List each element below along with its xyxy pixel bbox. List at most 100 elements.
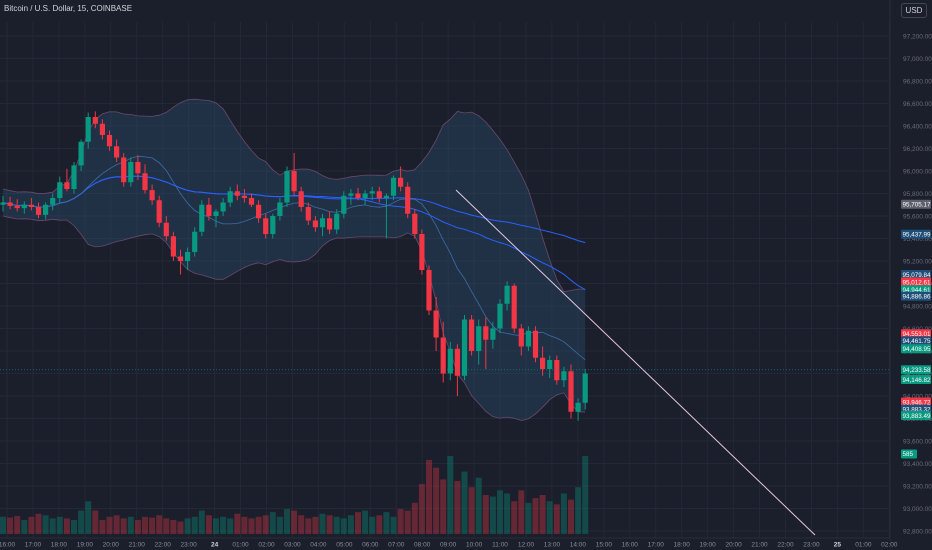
candle-body [78,141,84,166]
candle-body [390,177,397,196]
moving-average-fast [2,155,586,361]
volume-bar [440,479,447,534]
candle-body [234,191,240,196]
y-tick-label: 96,600.00 [903,101,932,108]
bollinger-band [3,99,586,421]
volume-bar [582,456,589,534]
volume-bar [539,495,546,534]
volume-bar [347,515,354,534]
y-tick-label: 94,000.00 [903,394,932,401]
time-axis[interactable]: 16:00 17:00 18:00 19:00 20:00 21:00 22:00 23:00… [0,537,898,550]
candle-body [433,310,439,338]
candle-body [71,165,77,189]
candle-body [43,204,49,215]
trend-line[interactable] [455,189,816,536]
x-tick-label: 03:00 [284,542,301,549]
candle-body [497,303,503,329]
candle-body [64,182,70,189]
candle-body [582,373,588,403]
volume-bar [78,510,85,534]
candle-body [476,326,482,351]
x-tick-label: 05:00 [336,542,353,549]
volume-bar [426,459,432,534]
candle-body [398,177,404,187]
x-tick-label: 08:00 [414,542,431,549]
candle-body [128,162,134,183]
candle-body [206,204,212,216]
volume-bar [568,499,574,534]
candle-body [575,402,581,412]
volume-bar [447,456,454,534]
volume-bar [56,516,63,534]
x-tick-label: 17:00 [25,542,42,549]
candle-body [305,207,311,221]
candle-body [511,285,517,329]
x-tick-label: 16:00 [622,542,639,549]
volume-bar [134,519,141,534]
candle-body [213,211,219,216]
x-tick-label: 04:00 [310,542,327,549]
candle-body [199,204,205,232]
price-label-text: 95,705.17 [903,201,932,208]
x-tick-label: 11:00 [492,542,508,549]
volume-bar [213,518,219,534]
candle-body [135,162,141,174]
x-tick-label: 01:00 [855,542,872,549]
y-tick-label: 95,200.00 [903,259,932,266]
y-tick-label: 96,400.00 [903,124,932,131]
candle-body [170,236,176,257]
price-label-text: 94,886.86 [903,294,932,301]
x-tick-label: 20:00 [725,542,742,549]
volume-bar [511,501,518,534]
price-label-text: 93,883.49 [903,413,932,420]
x-tick-label: 20:00 [103,542,120,549]
volume-bar [21,519,28,534]
price-label-bg [901,329,931,339]
price-label-text: 95,437.99 [903,232,932,239]
volume-bar [546,501,553,534]
candle-body [490,328,496,340]
y-tick-label: 96,800.00 [903,79,932,86]
volume-bar [0,516,6,534]
volume-bar [376,515,383,534]
candle-body [447,348,453,374]
candle-body [412,213,418,234]
y-tick-label: 97,200.00 [903,34,932,41]
volume-bar [149,517,156,534]
volume-bar [163,518,170,534]
volume-bar [234,513,241,534]
symbol-title: Bitcoin / U.S. Dollar, 15, COINBASE [4,4,133,13]
candle-body [99,123,105,135]
price-label-text: 94,461.75 [903,338,932,345]
volume-bar [560,493,567,534]
price-label-bg [901,449,917,459]
y-tick-label: 93,600.00 [903,439,932,446]
volume-bar [156,515,163,534]
volume-bar [191,516,198,534]
candle-body [121,157,127,183]
volume-bar [454,480,461,534]
candle-body [35,207,42,215]
candle-body [298,191,304,207]
volume-bar [525,502,532,534]
volume-bar [553,504,560,534]
volume-bar [461,471,468,534]
x-tick-label: 22:00 [777,542,794,549]
price-label-bg [901,277,931,287]
candle-body [348,193,354,196]
volume-bar [14,516,21,534]
x-tick-label: 02:00 [258,542,275,549]
price-label-text: 94,408.95 [903,346,932,353]
volume-bar [298,515,305,534]
volume-bar [312,516,319,534]
volume-bar [205,515,212,534]
volume-bar [305,518,312,534]
volume-bar [198,510,205,534]
x-tick-label: 25 [834,542,842,549]
volume-bar [71,519,77,534]
currency-button[interactable]: USD [901,3,927,18]
volume-bar [284,509,290,534]
volume-bar [489,496,496,534]
volume-bar [390,516,397,534]
